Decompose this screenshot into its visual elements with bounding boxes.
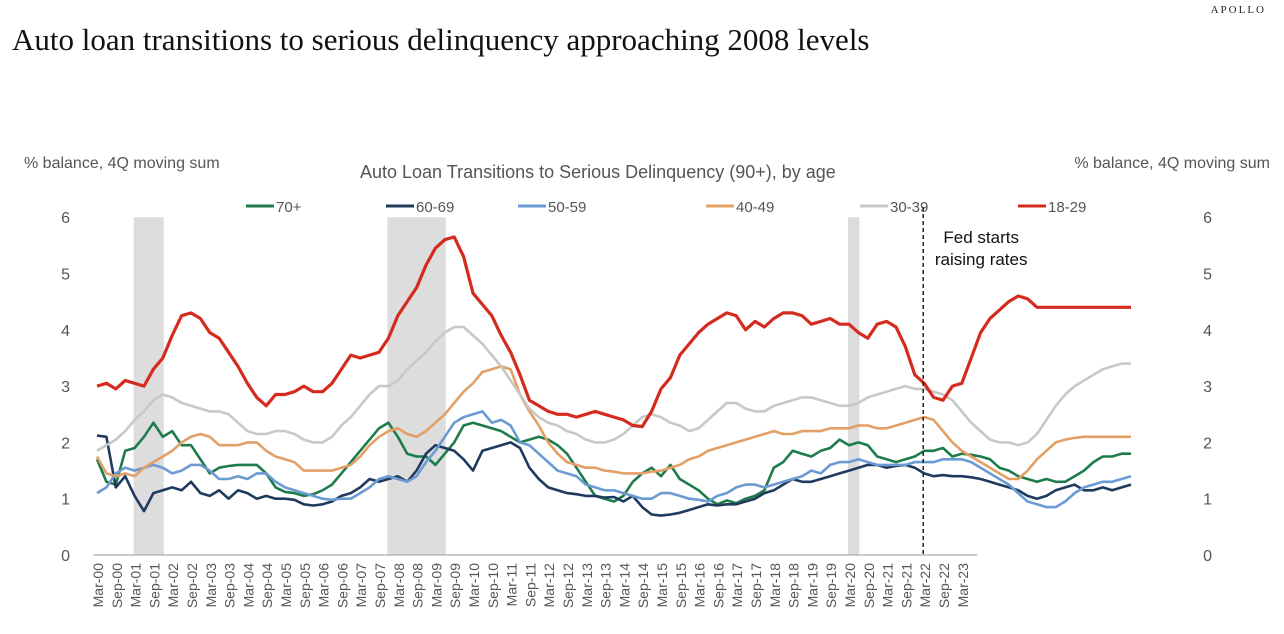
- series-lines: [95, 235, 1132, 517]
- series-line-50-59: [96, 410, 1132, 509]
- y-axis-right: 0 1 2 3 4 5 6: [1203, 210, 1212, 565]
- x-tick-label: Mar-15: [654, 563, 670, 608]
- x-tick-label: Sep-16: [710, 563, 726, 608]
- x-tick-label: Mar-10: [466, 563, 482, 608]
- x-tick-label: Mar-05: [278, 563, 294, 608]
- y-axis-label-right: % balance, 4Q moving sum: [1074, 155, 1270, 172]
- y-tick-right-3: 3: [1203, 379, 1212, 396]
- x-tick-label: Mar-16: [692, 563, 708, 608]
- legend-label-18-29: 18-29: [1048, 199, 1086, 216]
- x-tick-label: Sep-10: [485, 563, 501, 608]
- x-tick-label: Sep-01: [146, 563, 162, 608]
- x-tick-label: Mar-02: [165, 563, 181, 608]
- y-axis-label-left: % balance, 4Q moving sum: [24, 155, 220, 172]
- series-line-30-39: [96, 325, 1131, 452]
- x-tick-label: Sep-05: [297, 563, 313, 608]
- recession-band-2: [387, 217, 446, 555]
- x-tick-label: Sep-21: [898, 563, 914, 608]
- series-line-60-69: [96, 434, 1132, 517]
- x-tick-label: Mar-21: [880, 563, 896, 608]
- x-tick-label: Sep-04: [259, 563, 275, 608]
- recession-bands: [133, 217, 860, 555]
- x-tick-label: Sep-18: [786, 563, 802, 608]
- x-tick-label: Mar-19: [804, 563, 820, 608]
- x-tick-label: Sep-11: [522, 563, 538, 607]
- y-tick-right-5: 5: [1203, 267, 1212, 284]
- y-tick-left-6: 6: [61, 210, 70, 227]
- x-tick-label: Mar-00: [90, 563, 106, 608]
- x-tick-label: Mar-23: [955, 563, 971, 608]
- x-tick-label: Mar-11: [504, 563, 520, 607]
- x-tick-label: Mar-22: [917, 563, 933, 608]
- y-tick-right-1: 1: [1203, 492, 1212, 509]
- fed-annotation-line2: raising rates: [935, 250, 1028, 269]
- y-tick-left-5: 5: [61, 267, 70, 284]
- x-tick-label: Sep-08: [410, 563, 426, 608]
- x-tick-label: Mar-18: [767, 563, 783, 608]
- x-tick-label: Mar-06: [316, 563, 332, 608]
- x-tick-label: Mar-17: [729, 563, 745, 608]
- x-tick-label: Sep-19: [823, 563, 839, 608]
- x-tick-label: Mar-12: [541, 563, 557, 608]
- chart-title: Auto Loan Transitions to Serious Delinqu…: [360, 162, 836, 182]
- x-tick-label: Mar-20: [842, 563, 858, 608]
- x-tick-label: Mar-09: [428, 563, 444, 608]
- x-axis: Mar-00 Sep-00 Mar-01 Sep-01 Mar-02 Sep-02 Mar-…: [90, 554, 978, 608]
- x-tick-label: Mar-14: [616, 563, 632, 608]
- legend-label-40-49: 40-49: [736, 199, 774, 216]
- legend-label-70plus: 70+: [276, 199, 302, 216]
- fed-annotation-line1: Fed starts: [943, 228, 1019, 247]
- x-tick-label: Sep-00: [109, 563, 125, 608]
- y-tick-left-1: 1: [61, 492, 70, 509]
- y-tick-right-6: 6: [1203, 210, 1212, 227]
- y-tick-left-3: 3: [61, 379, 70, 396]
- legend: 70+ 60-69 50-59 40-49 30-39 18-29: [246, 199, 1086, 216]
- x-tick-label: Mar-03: [203, 563, 219, 608]
- x-tick-label: Mar-01: [128, 563, 144, 608]
- x-tick-label: Sep-03: [222, 563, 238, 608]
- x-tick-label: Mar-07: [353, 563, 369, 608]
- x-tick-label: Mar-04: [240, 563, 256, 608]
- y-tick-right-0: 0: [1203, 548, 1212, 565]
- legend-label-50-59: 50-59: [548, 199, 586, 216]
- x-tick-label: Sep-17: [748, 563, 764, 608]
- x-tick-label: Mar-08: [391, 563, 407, 608]
- x-tick-label: Sep-15: [673, 563, 689, 608]
- x-tick-label: Sep-22: [936, 563, 952, 608]
- legend-label-30-39: 30-39: [890, 199, 928, 216]
- x-tick-label: Sep-14: [635, 563, 651, 608]
- y-tick-right-2: 2: [1203, 435, 1212, 452]
- recession-band-3: [848, 217, 860, 555]
- x-tick-label: Sep-06: [334, 563, 350, 608]
- page-title: Auto loan transitions to serious delinqu…: [12, 22, 870, 57]
- series-line-18-29: [96, 235, 1131, 429]
- x-tick-label: Sep-12: [560, 563, 576, 608]
- brand-logo: APOLLO: [1210, 4, 1266, 16]
- y-tick-left-0: 0: [61, 548, 70, 565]
- y-tick-left-2: 2: [61, 435, 70, 452]
- x-tick-label: Sep-13: [598, 563, 614, 608]
- legend-label-60-69: 60-69: [416, 199, 454, 216]
- x-tick-label: Sep-07: [372, 563, 388, 608]
- x-tick-label: Sep-20: [861, 563, 877, 608]
- y-tick-right-4: 4: [1203, 323, 1212, 340]
- y-axis-left: 0 1 2 3 4 5 6: [61, 210, 70, 565]
- x-tick-label: Sep-09: [447, 563, 463, 608]
- y-tick-left-4: 4: [61, 323, 70, 340]
- x-tick-label: Mar-13: [579, 563, 595, 608]
- x-tick-label: Sep-02: [184, 563, 200, 608]
- series-line-70plus: [95, 421, 1131, 506]
- series-line-40-49: [95, 365, 1131, 481]
